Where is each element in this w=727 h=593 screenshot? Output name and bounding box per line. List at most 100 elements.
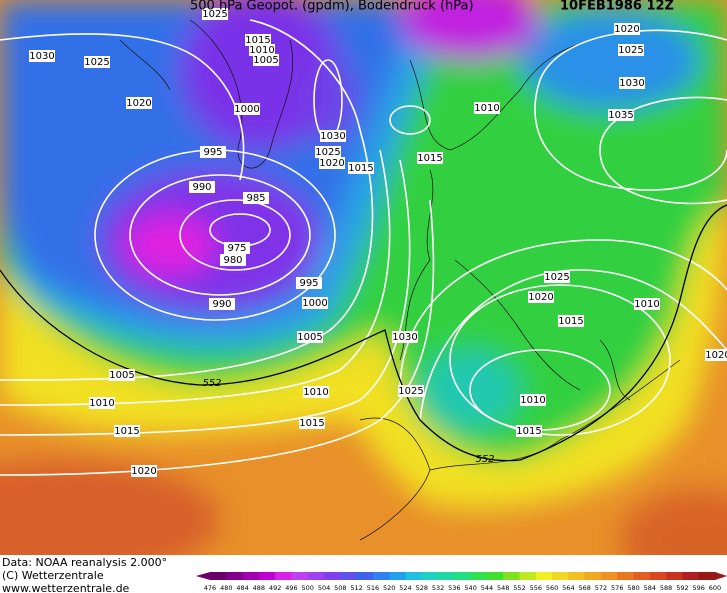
legend-label: 544 xyxy=(481,584,493,592)
isobar-label: 1025 xyxy=(544,272,569,283)
isobar-label-bg xyxy=(253,54,279,66)
isobar-label: 1025 xyxy=(398,386,423,397)
isobar-label: 1015 xyxy=(516,426,541,437)
isobar-label-bg xyxy=(348,162,374,174)
legend-label: 476 xyxy=(204,584,216,592)
isobar-label: 1010 xyxy=(249,45,274,56)
legend-swatch xyxy=(584,572,602,580)
isobar-label-bg xyxy=(209,298,235,310)
legend-arrow xyxy=(196,572,210,580)
legend-label: 588 xyxy=(660,584,672,592)
isobar-label: 1015 xyxy=(114,426,139,437)
color-legend: 476 480 484 488 492 496 500 504 508 512 516 520 524 5… xyxy=(196,572,727,592)
isobar-label: 1010 xyxy=(474,103,499,114)
copyright: (C) Wetterzentrale xyxy=(2,569,104,582)
isobar-label: 1015 xyxy=(348,163,373,174)
isobar-label: 1025 xyxy=(618,45,643,56)
isobar-label-bg xyxy=(608,109,634,121)
isobar-label: 1000 xyxy=(302,298,327,309)
legend-label: 560 xyxy=(546,584,558,592)
isobar-label-bg xyxy=(299,417,325,429)
legend-label: 504 xyxy=(318,584,330,592)
isobar-label: 1020 xyxy=(131,466,156,477)
legend-swatch xyxy=(324,572,341,580)
legend-swatch xyxy=(682,572,700,580)
legend-swatch xyxy=(600,572,618,580)
isobar-label: 990 xyxy=(192,182,211,193)
legend-swatch xyxy=(291,572,309,580)
legend-label: 572 xyxy=(595,584,607,592)
isobar-label: 1020 xyxy=(528,292,553,303)
legend-swatch xyxy=(617,572,635,580)
isobar-label-bg xyxy=(200,146,226,158)
isobar-label: 1035 xyxy=(608,110,633,121)
legend-swatch xyxy=(340,572,358,580)
isobar-label: 1005 xyxy=(109,370,134,381)
isobar-label: 1005 xyxy=(253,55,278,66)
isobar-label: 1020 xyxy=(319,158,344,169)
legend-swatch xyxy=(258,572,276,580)
legend-swatch xyxy=(275,572,292,580)
legend-swatch xyxy=(486,572,504,580)
legend-label: 580 xyxy=(627,584,639,592)
isobar-label: 1020 xyxy=(126,98,151,109)
isobar-label: 1010 xyxy=(89,398,114,409)
legend-label: 480 xyxy=(220,584,232,592)
legend-label: 492 xyxy=(269,584,281,592)
isobar-label-bg xyxy=(234,103,260,115)
isobar-label-bg xyxy=(614,23,640,35)
legend-swatch xyxy=(389,572,406,580)
legend-swatch xyxy=(421,572,439,580)
isobar-label-bg xyxy=(544,271,570,283)
legend-label: 536 xyxy=(448,584,460,592)
isobar-label: 1030 xyxy=(29,51,54,62)
date: 10FEB1986 12Z xyxy=(560,0,674,14)
isobar-label-bg xyxy=(618,44,644,56)
legend-label: 576 xyxy=(611,584,623,592)
legend-label: 484 xyxy=(236,584,248,592)
isobar-label: 980 xyxy=(223,255,242,266)
isobar-label: 1015 xyxy=(299,418,324,429)
isobar-label-bg xyxy=(303,386,329,398)
isobar-label-bg xyxy=(202,8,228,20)
legend-swatch xyxy=(649,572,667,580)
isobar-label-bg xyxy=(297,331,323,343)
isobar-label: 1020 xyxy=(705,350,727,361)
isobar-label-bg xyxy=(296,277,322,289)
legend-label: 540 xyxy=(464,584,476,592)
isobar-label-bg xyxy=(131,465,157,477)
isobar-label-bg xyxy=(220,254,246,266)
isobar-label: 990 xyxy=(212,299,231,310)
legend-label: 508 xyxy=(334,584,346,592)
legend-label: 596 xyxy=(692,584,704,592)
isobar-label-bg xyxy=(114,425,140,437)
isobar-label: 1020 xyxy=(614,24,639,35)
isobar-label: 1025 xyxy=(202,9,227,20)
isobar-label-bg xyxy=(528,291,554,303)
isobar-label-bg xyxy=(109,369,135,381)
legend-swatch xyxy=(372,572,390,580)
map-labels: 1025103010251020101510101005100099599098… xyxy=(29,8,727,477)
isobar-label-bg xyxy=(320,130,346,142)
legend-arrow xyxy=(715,572,727,580)
legend-label: 488 xyxy=(253,584,265,592)
legend-swatch xyxy=(568,572,586,580)
legend-swatch xyxy=(438,572,455,580)
legend-label: 556 xyxy=(530,584,542,592)
legend-label: 520 xyxy=(383,584,395,592)
isobar-label: 1030 xyxy=(619,78,644,89)
isobar-label-bg xyxy=(392,331,418,343)
isobar-label-bg xyxy=(126,97,152,109)
title: 500 hPa Geopot. (gpdm), Bodendruck (hPa) xyxy=(190,0,474,14)
legend-label: 564 xyxy=(562,584,574,592)
isobar-label-bg xyxy=(558,315,584,327)
isobar-label-bg xyxy=(619,77,645,89)
legend-label: 552 xyxy=(513,584,525,592)
legend-swatch xyxy=(633,572,651,580)
legend-swatch xyxy=(552,572,569,580)
isobar-label-bg xyxy=(398,385,424,397)
isobar-label: 1010 xyxy=(520,395,545,406)
legend-label: 524 xyxy=(399,584,411,592)
